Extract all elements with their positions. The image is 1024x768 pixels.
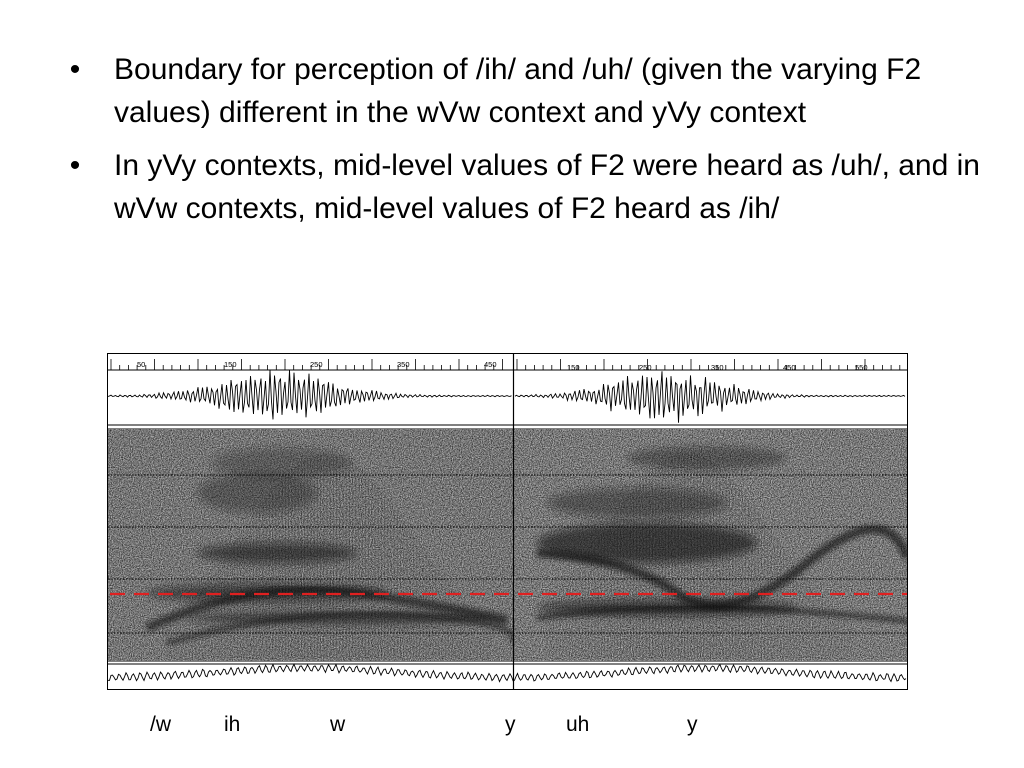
bullet-text: Boundary for perception of /ih/ and /uh/… [114,53,922,129]
frequency-gridlines [108,474,907,634]
bullet-marker: • [69,53,81,86]
ruler-label: 50 [137,360,145,369]
spectrogram-figure: 50 150 250 350 450 150 250 350 450 550 [107,353,908,690]
segment-label-ih: ih [224,713,241,736]
ruler-label: 150 [224,360,237,369]
spectrogram-left [108,429,513,661]
bullet-text: In yVy contexts, mid-level values of F2 … [114,149,980,225]
bullet-list: • Boundary for perception of /ih/ and /u… [60,48,990,240]
segment-label-w1: /w [150,713,171,736]
bullet-item: • In yVy contexts, mid-level values of F… [60,144,990,230]
ruler-label: 250 [310,360,323,369]
ruler-label: 250 [639,363,652,372]
waveform-left [107,370,512,420]
spectrogram-right [514,429,908,661]
ruler-label: 450 [484,360,497,369]
time-ruler [108,359,907,371]
ruler-label: 150 [567,363,580,372]
waveform-right [514,371,906,423]
segment-label-w2: w [330,713,346,736]
segment-label-uh: uh [566,713,590,736]
ruler-label: 350 [397,360,410,369]
bottom-trace [107,663,907,683]
segment-label-y2: y [687,713,698,736]
bullet-marker: • [69,149,81,182]
segment-label-y1: y [505,713,516,736]
ruler-label: 450 [783,363,796,372]
ruler-label: 350 [711,363,724,372]
ruler-label: 550 [855,363,868,372]
bullet-item: • Boundary for perception of /ih/ and /u… [60,48,990,134]
